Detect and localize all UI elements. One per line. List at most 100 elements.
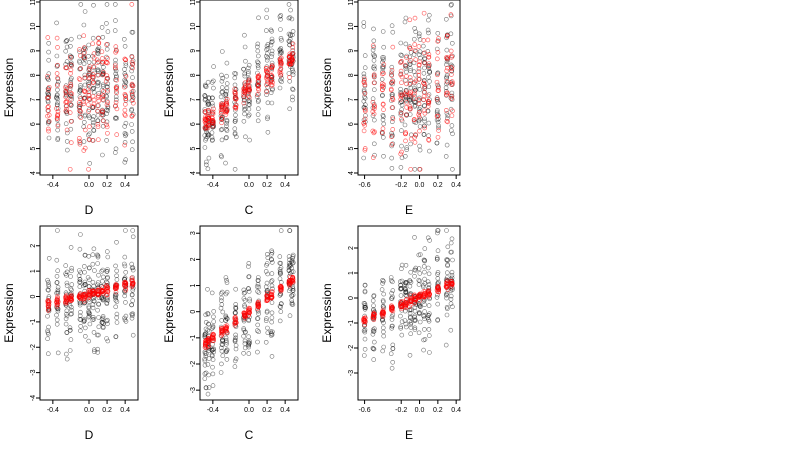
data-point [435,228,441,233]
data-point [448,327,454,333]
data-point [92,268,97,273]
data-point [219,154,224,160]
data-point [224,289,230,295]
data-point [263,318,269,324]
data-point [444,111,450,116]
data-point [269,100,275,106]
data-point [246,112,252,118]
data-point [399,143,404,149]
panel-6: -0.6 -0.2 0.0 0.2 0.4 -3 -2 -1 0 1 2 E Expression [320,225,461,442]
data-point [219,361,224,367]
data-point [246,286,251,292]
data-point [204,162,209,168]
data-point [45,119,51,125]
data-point [218,127,224,133]
x-tick-label: 0.2 [433,407,443,414]
data-point [421,132,427,137]
data-point [46,49,51,55]
data-point [426,30,431,36]
data-point [426,303,432,308]
data-point [389,94,395,99]
data-point [224,357,230,362]
data-point [290,41,296,47]
data-point [105,108,111,113]
data-point [210,115,215,121]
data-point [245,307,251,312]
y-tick-label: -1 [190,335,197,341]
data-point [277,284,283,290]
data-point [82,50,87,55]
x-tick-label: 0.4 [451,407,461,414]
data-point [224,342,229,347]
data-point [435,134,441,140]
data-point [407,17,413,23]
data-point [434,98,440,104]
data-point [371,293,377,298]
data-point [105,338,111,344]
data-point [268,42,274,48]
data-point [113,103,118,109]
data-point [412,93,417,99]
data-point [95,282,100,288]
y-tick-label: 4 [348,171,355,175]
data-point [449,2,454,7]
data-point [254,92,260,97]
data-point [242,73,248,79]
plot-frame [39,225,139,401]
data-point [427,238,432,243]
data-point [422,110,428,116]
data-point [99,56,105,61]
data-point [91,105,96,110]
data-point [77,246,83,252]
data-point [269,48,275,54]
y-tick-label: 11 [30,0,37,6]
data-point [389,305,395,310]
data-point [269,292,275,298]
data-point [445,119,451,125]
data-point [242,303,247,308]
data-point [361,353,367,358]
data-point [232,75,238,81]
data-point [69,36,74,42]
data-point [287,313,293,319]
data-point [444,304,450,310]
y-tick-label: 6 [30,122,37,126]
data-point [389,134,394,140]
data-point [100,319,105,325]
data-point [416,310,422,315]
data-point [67,53,73,59]
x-tick-label: 0.4 [280,407,290,414]
data-point [422,258,427,264]
data-point [287,106,293,112]
data-point [224,121,229,126]
data-point [278,49,283,55]
y-tick-label: -2 [348,345,355,351]
data-point [290,87,296,92]
data-point [54,273,60,279]
data-point [232,89,238,95]
data-point [45,313,50,319]
data-point [78,323,83,329]
data-point [55,294,60,299]
data-point [449,269,455,275]
data-point [254,328,260,333]
data-point [408,57,413,63]
data-point [219,318,224,323]
data-point [90,35,96,41]
data-point [265,116,270,122]
data-point [209,80,215,85]
data-point [390,359,396,365]
data-point [105,298,111,303]
data-point [398,100,403,106]
data-point [370,96,376,101]
data-point [265,85,271,90]
data-point [403,290,409,295]
data-point [436,36,441,41]
data-point [399,319,405,325]
data-point [68,126,74,132]
data-point [104,138,109,143]
data-point [77,77,83,83]
y-tick-label: 4 [190,171,197,175]
data-point [269,248,274,254]
data-point [205,342,211,348]
